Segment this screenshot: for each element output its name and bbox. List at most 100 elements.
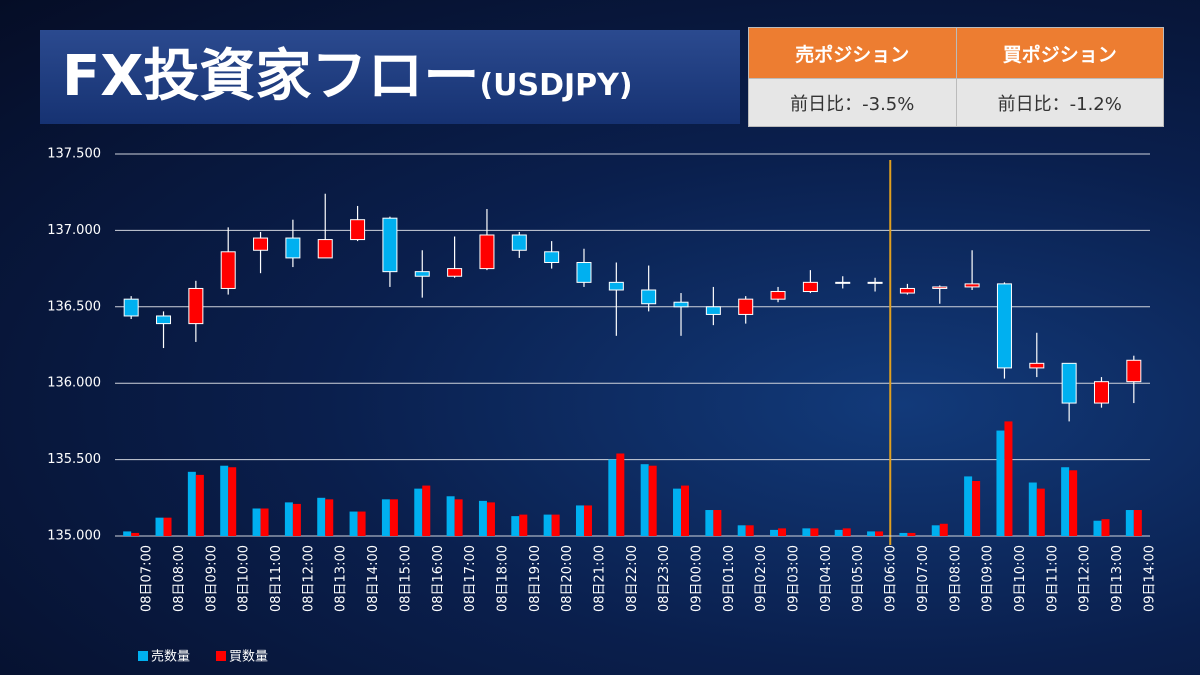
volume-bar (802, 528, 811, 536)
volume-bar (875, 531, 884, 536)
volume-bar (454, 499, 463, 536)
volume-bar (583, 505, 592, 536)
y-tick-label: 135.000 (47, 529, 101, 544)
candle-body (220, 251, 236, 289)
candle-body (317, 239, 333, 259)
x-tick-label: 08日23:00 (657, 545, 672, 612)
x-tick-label: 09日13:00 (1110, 545, 1125, 612)
volume-bar (673, 488, 682, 536)
candle-body (350, 219, 366, 241)
x-tick-label: 08日17:00 (463, 545, 478, 612)
table-cell: 前日比：-1.2% (955, 78, 1164, 127)
legend-swatch (216, 651, 226, 661)
x-tick-label: 09日12:00 (1078, 545, 1093, 612)
y-tick-label: 137.000 (47, 223, 101, 238)
legend-label: 買数量 (229, 650, 268, 665)
volume-bar (1125, 510, 1134, 536)
x-tick-label: 09日03:00 (787, 545, 802, 612)
volume-bar (770, 529, 779, 536)
x-tick-label: 09日04:00 (819, 545, 834, 612)
x-tick-label: 09日05:00 (851, 545, 866, 612)
legend-swatch (138, 651, 148, 661)
candle-body (867, 281, 883, 284)
volume-bar (260, 508, 269, 536)
candle-body (1029, 362, 1045, 369)
candle-body (544, 251, 560, 263)
volume-bar (292, 503, 301, 536)
volume-bar (478, 500, 487, 536)
y-tick-label: 135.500 (47, 452, 101, 467)
candle-body (608, 281, 624, 291)
candle-body (996, 283, 1012, 369)
volume-bar (220, 465, 229, 536)
volume-bar (195, 474, 204, 536)
table-cell: 前日比：-3.5% (748, 78, 957, 127)
volume-bar (842, 528, 851, 536)
summary-table: 売ポジション 買ポジション 前日比：-3.5% 前日比：-1.2% (748, 27, 1164, 127)
volume-bar (899, 532, 908, 536)
volume-bar (284, 502, 293, 536)
x-tick-label: 08日22:00 (625, 545, 640, 612)
x-tick-label: 08日15:00 (398, 545, 413, 612)
volume-bar (608, 459, 617, 536)
candle-body (932, 286, 948, 289)
x-tick-label: 08日20:00 (560, 545, 575, 612)
volume-bar (551, 514, 560, 536)
candle-body (253, 237, 269, 251)
candle-body (414, 271, 430, 277)
x-tick-label: 09日09:00 (981, 545, 996, 612)
volume-bar (357, 511, 366, 536)
volume-bar (996, 430, 1005, 536)
volume-bar (972, 480, 981, 536)
candle-body (738, 298, 754, 315)
volume-bar (511, 516, 520, 536)
volume-bar (745, 525, 754, 536)
volume-bar (737, 525, 746, 536)
x-tick-label: 08日07:00 (140, 545, 155, 612)
volume-bar (381, 499, 390, 536)
x-tick-label: 08日16:00 (431, 545, 446, 612)
volume-bar (640, 464, 649, 536)
volume-bar (325, 499, 334, 536)
x-tick-label: 09日08:00 (948, 545, 963, 612)
x-tick-label: 08日19:00 (528, 545, 543, 612)
candle-body (382, 217, 398, 273)
volume-bar (252, 508, 261, 536)
volume-bar (575, 505, 584, 536)
volume-bar (810, 528, 819, 536)
x-tick-label: 08日21:00 (592, 545, 607, 612)
candle-body (1126, 359, 1142, 383)
volume-bar (964, 476, 973, 536)
volume-bar (1061, 467, 1070, 536)
x-tick-label: 08日13:00 (334, 545, 349, 612)
y-tick-label: 137.500 (47, 147, 101, 162)
volume-bar (907, 532, 916, 536)
volume-bar (1028, 482, 1037, 536)
x-tick-label: 08日14:00 (366, 545, 381, 612)
volume-bar (1101, 519, 1110, 536)
volume-bar (713, 510, 722, 536)
candle-body (479, 234, 495, 270)
volume-bar (1036, 488, 1045, 536)
candle-body (802, 281, 818, 293)
volume-bar (1004, 421, 1013, 536)
volume-bar (867, 531, 876, 536)
candle-body (123, 298, 139, 317)
title-box: FX投資家フロー(USDJPY) (40, 30, 740, 124)
volume-bar (616, 453, 625, 536)
candle-body (705, 306, 721, 315)
volume-bar (155, 517, 164, 536)
x-tick-label: 08日11:00 (269, 545, 284, 612)
volume-bar (834, 529, 843, 536)
volume-bar (349, 511, 358, 536)
volume-bar (778, 528, 787, 536)
x-tick-label: 08日09:00 (204, 545, 219, 612)
volume-bar (648, 465, 657, 536)
x-tick-label: 09日01:00 (722, 545, 737, 612)
candle-body (1061, 362, 1077, 404)
title: FX投資家フロー (62, 44, 480, 109)
candle-body (835, 281, 851, 284)
volume-bar (422, 485, 431, 536)
